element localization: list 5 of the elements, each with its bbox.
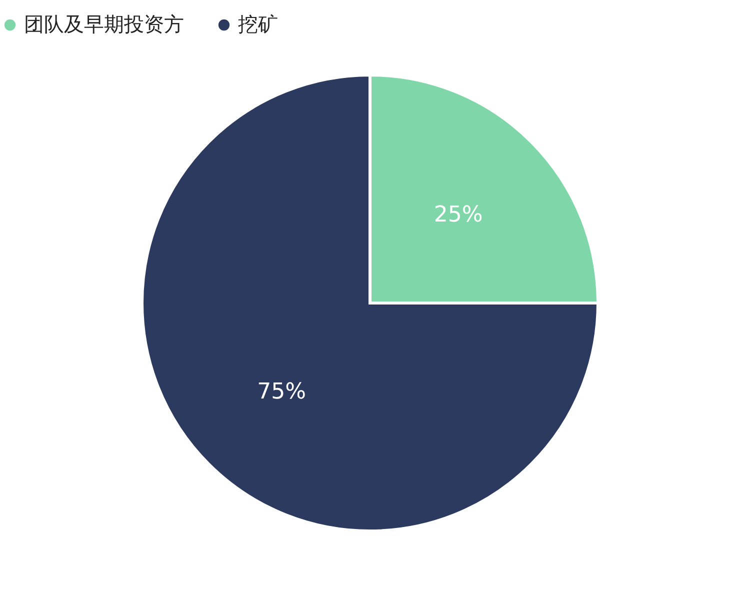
data-label: 25% <box>434 202 483 228</box>
data-label: 75% <box>257 379 306 404</box>
pie-slice <box>140 74 600 532</box>
legend-label: 挖矿 <box>238 12 278 36</box>
legend-label: 团队及早期投资方 <box>24 12 184 36</box>
